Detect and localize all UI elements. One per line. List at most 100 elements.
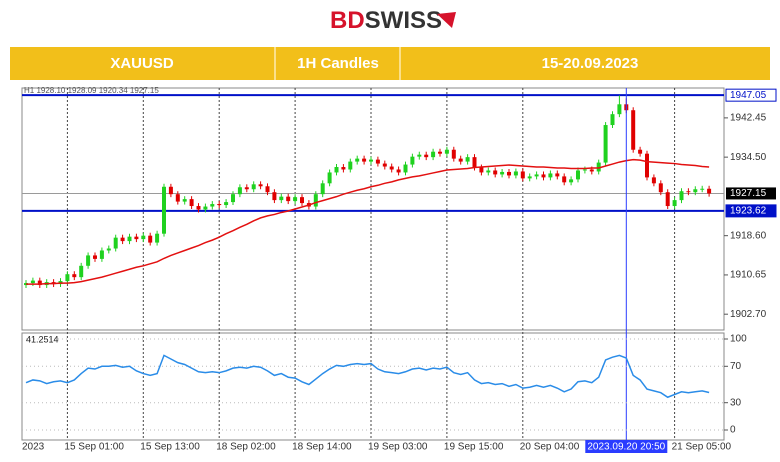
candle-body <box>162 186 166 234</box>
candle-body <box>555 173 560 177</box>
candle-body <box>217 204 222 206</box>
candle-body <box>168 186 173 195</box>
x-tick-label: 19 Sep 15:00 <box>444 442 504 453</box>
candle-body <box>30 280 35 284</box>
candle-body <box>686 191 691 193</box>
rsi-line <box>25 354 710 399</box>
price-panel <box>21 87 725 331</box>
y-tick-label: 100 <box>730 334 747 345</box>
candle-body <box>375 159 380 164</box>
candle-body <box>465 157 470 162</box>
candle-body <box>438 151 442 154</box>
candle-body <box>534 174 539 177</box>
candle-body <box>382 163 387 167</box>
header-timeframe: 1H Candles <box>297 55 379 72</box>
rsi-value-label: 41.2514 <box>26 334 59 344</box>
candle-body <box>348 161 353 170</box>
rsi-panel <box>21 332 725 441</box>
header-period: 15-20.09.2023 <box>542 55 639 72</box>
y-tick-label: 1934.50 <box>730 152 767 163</box>
crosshair-label: 2023.09.20 20:50 <box>587 442 665 453</box>
candle-body <box>603 125 608 163</box>
candle-body <box>155 233 160 243</box>
candle-body <box>189 199 194 207</box>
candle-body <box>645 153 649 178</box>
candle-body <box>576 170 580 180</box>
candle-body <box>93 255 97 259</box>
candle-body <box>237 187 242 195</box>
price-line-label: 1923.62 <box>730 206 767 217</box>
candle-body <box>272 192 277 201</box>
candle-body <box>72 274 77 278</box>
logo-part: SWISS <box>365 7 442 34</box>
candle-body <box>596 162 601 172</box>
x-tick-label: 15 Sep 13:00 <box>140 442 200 453</box>
candle-body <box>500 171 505 175</box>
price-line-label-box <box>725 204 777 218</box>
candle-body <box>251 184 256 190</box>
y-tick-label: 1918.60 <box>730 230 767 241</box>
candle-body <box>65 274 70 282</box>
moving-average <box>26 158 710 285</box>
header-bar <box>10 47 770 80</box>
candle-body <box>658 183 663 193</box>
candle-body <box>396 169 401 173</box>
candle-body <box>320 183 325 195</box>
candle-body <box>244 187 249 190</box>
candle-body <box>300 197 304 204</box>
candle-body <box>258 184 263 187</box>
candle-body <box>99 250 104 259</box>
y-tick-label: 70 <box>730 361 742 372</box>
x-tick-label: 15 Sep 01:00 <box>64 442 124 453</box>
candle-body <box>362 158 367 162</box>
candle-body <box>451 149 456 159</box>
candle-body <box>224 202 229 206</box>
candle-body <box>569 179 574 183</box>
info: H1 1928.10 1928.09 1920.34 1927.15 <box>24 86 159 95</box>
candle-body <box>527 176 532 179</box>
candle-body <box>355 158 360 162</box>
logo-arrow <box>437 12 456 28</box>
last-price-box <box>726 187 776 200</box>
candle-body <box>431 151 436 158</box>
candle-body <box>610 114 615 126</box>
candle-body <box>444 149 449 154</box>
candle-body <box>700 188 705 190</box>
candle-body <box>196 206 201 210</box>
candle-body <box>589 169 594 172</box>
candle-body <box>617 104 622 115</box>
candle-body <box>210 204 215 207</box>
y-tick-label: 1902.70 <box>730 309 767 320</box>
candle-body <box>279 196 284 201</box>
candle-body <box>293 197 298 202</box>
candle-body <box>562 176 567 183</box>
candle-body <box>203 206 208 210</box>
candle-body <box>265 186 270 193</box>
candle-body <box>327 172 332 184</box>
candle-body <box>410 156 415 165</box>
x-tick-label: 19 Sep 03:00 <box>368 442 428 453</box>
candle-body <box>548 173 553 178</box>
y-tick-label: 30 <box>730 397 742 408</box>
x-tick-label: 21 Sep 05:00 <box>672 442 732 453</box>
candle-body <box>148 235 153 243</box>
logo: BDSWISS <box>330 7 442 34</box>
y-tick-label: 0 <box>730 425 736 436</box>
candle-body <box>507 171 511 176</box>
candle-body <box>389 166 394 170</box>
candle-body <box>520 171 525 179</box>
candle-body <box>458 158 463 162</box>
candle-body <box>313 194 318 207</box>
price-line-label-box <box>725 88 777 102</box>
header-symbol: XAUUSD <box>110 55 174 72</box>
candle-body <box>127 236 132 242</box>
candle-body <box>37 280 42 286</box>
candle-body <box>665 192 670 207</box>
candle-body <box>341 167 346 170</box>
candle-body <box>651 177 656 184</box>
crosshair-label-box <box>585 440 668 453</box>
candle-body <box>479 167 484 173</box>
last-price-label: 1927.15 <box>730 188 767 199</box>
candle-body <box>693 189 698 193</box>
